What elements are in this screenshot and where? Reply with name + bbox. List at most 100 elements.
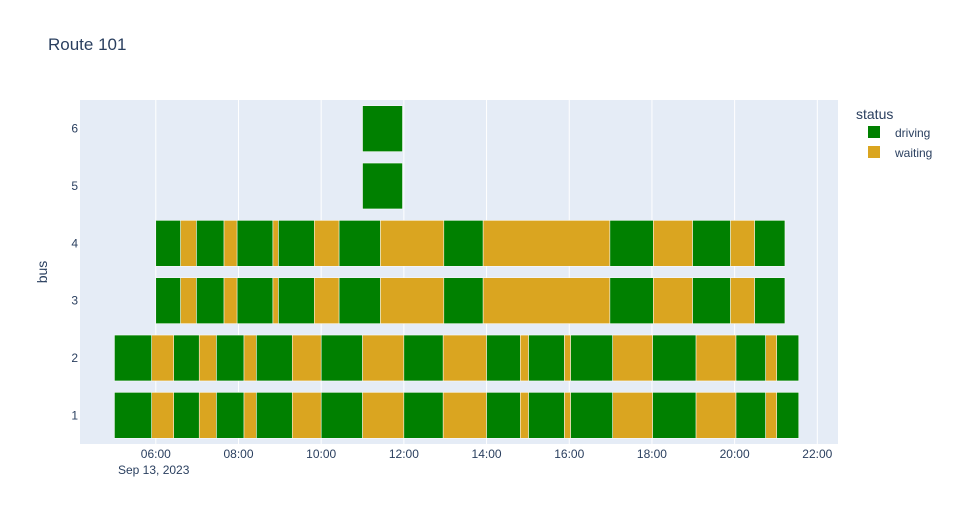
bar-segment-waiting[interactable] [482,277,611,324]
legend[interactable]: status driving waiting [856,106,932,160]
bar-segment-waiting[interactable] [151,334,174,382]
bar-segment-waiting[interactable] [695,334,737,382]
y-tick-label: 1 [71,408,78,422]
bar-segment-waiting[interactable] [243,334,257,382]
bar-segment-driving[interactable] [278,277,315,324]
bar-segment-waiting[interactable] [612,334,653,382]
bar-segment-waiting[interactable] [380,220,445,267]
x-axis-date-label: Sep 13, 2023 [118,463,190,477]
bar-segment-waiting[interactable] [520,392,529,439]
bar-segment-waiting[interactable] [612,392,653,439]
bar-segment-waiting[interactable] [730,277,755,324]
bar-segment-driving[interactable] [403,334,444,382]
bar-segment-waiting[interactable] [272,277,279,324]
bar-segment-driving[interactable] [216,392,245,439]
bar-segment-waiting[interactable] [198,392,217,439]
bar-segment-driving[interactable] [735,392,766,439]
bar-segment-driving[interactable] [735,334,766,382]
bar-segment-driving[interactable] [114,334,152,382]
bar-segment-driving[interactable] [609,220,654,267]
plot-area [80,100,838,444]
bar-segment-driving[interactable] [692,277,731,324]
bar-segment-waiting[interactable] [653,220,693,267]
bar-segment-driving[interactable] [216,334,245,382]
bar-segment-driving[interactable] [609,277,654,324]
bar-segment-driving[interactable] [196,220,225,267]
legend-swatch-waiting[interactable] [868,146,880,158]
x-tick-label: 08:00 [223,447,253,461]
bar-segment-driving[interactable] [570,392,613,439]
bar-segment-waiting[interactable] [198,334,217,382]
bar-segment-waiting[interactable] [272,220,279,267]
bar-segment-waiting[interactable] [564,334,571,382]
bar-segment-driving[interactable] [652,392,697,439]
bar-segment-driving[interactable] [776,392,799,439]
bar-segment-waiting[interactable] [180,277,197,324]
bar-segment-waiting[interactable] [520,334,529,382]
bar-segment-driving[interactable] [155,220,181,267]
y-axis: 1 2 3 4 5 6 [71,122,78,423]
bar-segment-waiting[interactable] [765,392,777,439]
bar-segment-driving[interactable] [173,392,200,439]
bar-segment-driving[interactable] [196,277,225,324]
legend-swatch-driving[interactable] [868,126,880,138]
bar-segment-waiting[interactable] [243,392,257,439]
bar-segment-driving[interactable] [338,220,381,267]
bar-segment-waiting[interactable] [482,220,611,267]
bar-segment-driving[interactable] [486,392,521,439]
bar-segment-driving[interactable] [236,220,274,267]
bar-segment-waiting[interactable] [362,334,405,382]
bar-segment-waiting[interactable] [730,220,755,267]
legend-label-driving[interactable]: driving [895,126,930,140]
bar-segment-driving[interactable] [362,105,403,152]
bars [114,105,799,439]
bar-segment-driving[interactable] [443,277,484,324]
y-tick-label: 4 [71,236,78,250]
bar-segment-waiting[interactable] [314,220,340,267]
bar-segment-driving[interactable] [754,277,786,324]
bar-segment-driving[interactable] [528,392,565,439]
bar-segment-driving[interactable] [403,392,444,439]
bar-segment-waiting[interactable] [765,334,777,382]
bar-segment-waiting[interactable] [564,392,571,439]
y-tick-label: 3 [71,294,78,308]
bar-segment-waiting[interactable] [223,277,238,324]
bar-segment-driving[interactable] [362,162,403,210]
bar-segment-waiting[interactable] [695,392,737,439]
bar-segment-driving[interactable] [776,334,799,382]
bar-segment-driving[interactable] [754,220,786,267]
bar-segment-driving[interactable] [114,392,152,439]
bar-segment-waiting[interactable] [180,220,197,267]
bar-segment-waiting[interactable] [151,392,174,439]
bar-segment-driving[interactable] [692,220,731,267]
bar-segment-driving[interactable] [338,277,381,324]
bar-segment-driving[interactable] [278,220,315,267]
y-tick-label: 2 [71,351,78,365]
bar-segment-driving[interactable] [320,392,363,439]
bar-segment-waiting[interactable] [291,334,322,382]
bar-segment-driving[interactable] [155,277,181,324]
bar-segment-driving[interactable] [256,392,293,439]
bar-segment-waiting[interactable] [223,220,238,267]
bar-segment-waiting[interactable] [291,392,322,439]
bar-segment-waiting[interactable] [314,277,340,324]
bar-segment-waiting[interactable] [380,277,445,324]
bar-segment-driving[interactable] [486,334,521,382]
bar-segment-waiting[interactable] [442,392,487,439]
x-tick-label: 16:00 [554,447,584,461]
bar-segment-driving[interactable] [528,334,565,382]
bar-segment-waiting[interactable] [653,277,693,324]
bar-segment-driving[interactable] [652,334,697,382]
bar-segment-driving[interactable] [320,334,363,382]
legend-label-waiting[interactable]: waiting [894,146,932,160]
bar-segment-driving[interactable] [236,277,274,324]
bar-segment-waiting[interactable] [362,392,405,439]
x-tick-label: 14:00 [472,447,502,461]
bar-segment-driving[interactable] [256,334,293,382]
x-tick-label: 20:00 [720,447,750,461]
bar-segment-driving[interactable] [443,220,484,267]
bar-segment-driving[interactable] [173,334,200,382]
bar-segment-waiting[interactable] [442,334,487,382]
bar-segment-driving[interactable] [570,334,613,382]
